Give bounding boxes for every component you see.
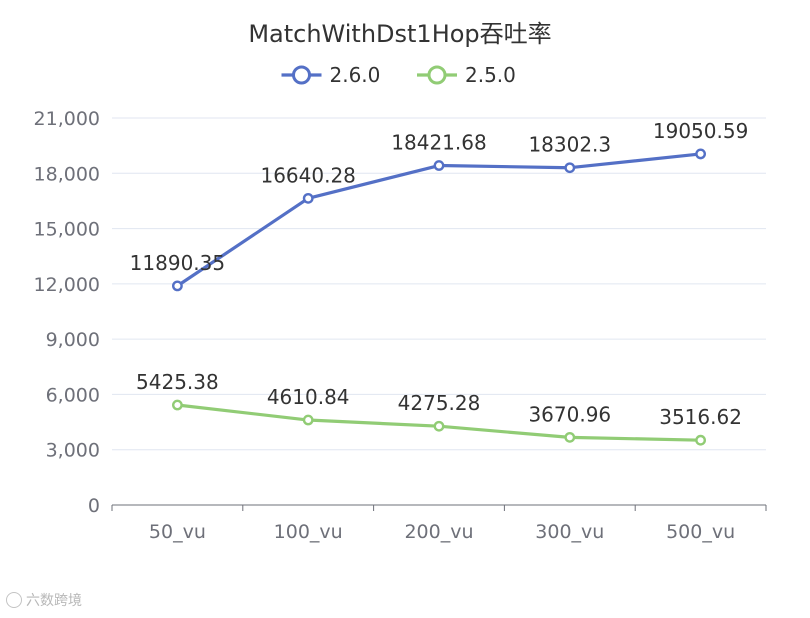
data-label: 3670.96 — [528, 402, 611, 426]
legend[interactable]: 2.6.0 2.5.0 — [281, 63, 516, 87]
data-point — [171, 399, 183, 411]
watermark-logo-icon — [6, 592, 22, 608]
y-tick-label: 21,000 — [34, 108, 100, 130]
x-tick-label: 100_vu — [274, 521, 343, 543]
legend-label: 2.5.0 — [465, 63, 516, 87]
data-point — [695, 434, 706, 446]
x-tick-label: 50_vu — [149, 521, 206, 543]
legend-label: 2.6.0 — [330, 63, 381, 87]
series-2.6.0 — [171, 148, 706, 292]
y-tick-label: 18,000 — [34, 163, 100, 185]
data-label: 18302.3 — [528, 133, 611, 157]
data-point — [433, 420, 445, 432]
y-tick-label: 3,000 — [46, 440, 100, 462]
data-point — [171, 280, 183, 292]
data-label: 16640.28 — [260, 163, 355, 187]
y-tick-label: 9,000 — [46, 329, 100, 351]
x-axis: 50_vu 100_vu 200_vu 300_vu 500_vu — [111, 504, 767, 543]
data-label: 11890.35 — [130, 251, 225, 275]
data-label: 5425.38 — [136, 370, 219, 394]
x-tick-label: 300_vu — [535, 521, 604, 543]
chart-title: MatchWithDst1Hop吞吐率 — [248, 20, 551, 48]
data-point — [302, 192, 314, 204]
data-label: 4610.84 — [267, 385, 350, 409]
data-point — [564, 162, 576, 174]
data-point — [695, 148, 706, 160]
series-layer — [171, 148, 706, 446]
watermark: 六数跨境 — [6, 590, 82, 610]
legend-circle-icon — [292, 65, 311, 85]
legend-circle-icon — [427, 65, 447, 85]
data-point — [433, 160, 445, 171]
y-tick-label: 15,000 — [34, 219, 100, 241]
watermark-text: 六数跨境 — [26, 593, 82, 609]
series-2.5.0 — [171, 399, 706, 446]
data-label: 19050.59 — [653, 119, 748, 143]
data-label: 4275.28 — [398, 391, 481, 415]
x-tick-label: 500_vu — [666, 521, 735, 543]
y-tick-label: 6,000 — [46, 384, 100, 406]
legend-item-2.6.0[interactable]: 2.6.0 — [281, 63, 381, 87]
gridlines — [112, 117, 766, 451]
legend-item-2.5.0[interactable]: 2.5.0 — [417, 63, 516, 87]
data-point — [302, 414, 314, 426]
data-labels-layer: 11890.35 16640.28 18421.68 18302.3 19050.59 5… — [130, 119, 749, 429]
data-label: 18421.68 — [391, 131, 486, 155]
x-tick-label: 200_vu — [404, 521, 473, 543]
data-label: 3516.62 — [659, 405, 742, 429]
y-tick-label: 0 — [88, 495, 100, 517]
data-point — [564, 431, 576, 443]
y-axis: 0 3,000 6,000 9,000 12,000 15,000 18,000 21,000 — [34, 108, 100, 517]
y-tick-label: 12,000 — [34, 274, 100, 296]
